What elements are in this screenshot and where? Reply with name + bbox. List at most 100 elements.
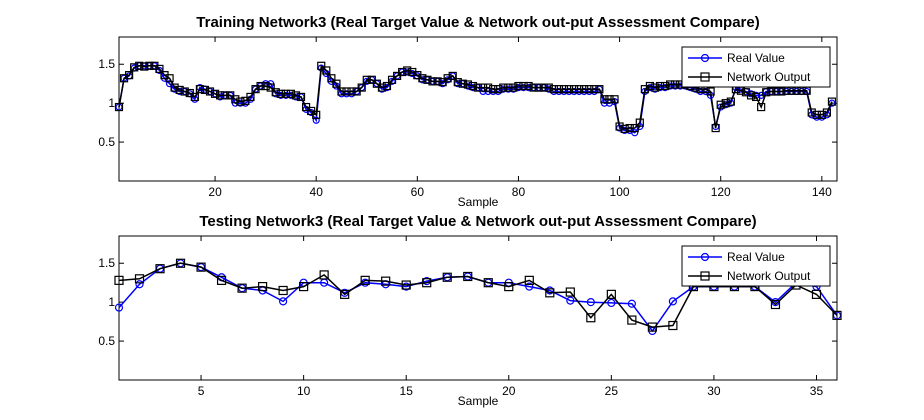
- data-point: [757, 102, 766, 112]
- data-point: [726, 97, 735, 106]
- y-tick-label: 1: [108, 96, 115, 110]
- data-point: [428, 77, 437, 86]
- data-point: [606, 289, 616, 299]
- data-point: [668, 297, 677, 306]
- data-point: [196, 262, 206, 272]
- chart-title: Testing Network3 (Real Target Value & Ne…: [199, 213, 756, 230]
- y-tick-label: 0.5: [98, 135, 115, 149]
- legend-label: Network Output: [727, 269, 811, 283]
- data-point: [529, 83, 538, 92]
- data-point: [114, 102, 124, 112]
- data-point: [463, 271, 473, 282]
- data-point: [195, 85, 205, 94]
- data-point: [216, 275, 227, 285]
- data-point: [777, 87, 786, 96]
- data-point: [140, 62, 149, 71]
- data-point: [381, 276, 391, 286]
- data-point: [114, 275, 124, 285]
- legend-marker: [700, 72, 710, 82]
- data-point: [812, 110, 821, 119]
- data-point: [544, 83, 553, 92]
- series-line: [118, 64, 833, 130]
- data-point: [125, 71, 134, 80]
- data-point: [433, 77, 442, 86]
- data-point: [360, 275, 370, 285]
- x-tick-label: 120: [711, 185, 731, 199]
- chart-panel-2: Testing Network3 (Real Target Value & Ne…: [98, 213, 842, 408]
- data-point: [337, 87, 346, 96]
- data-point: [509, 83, 518, 92]
- y-tick-label: 1.5: [98, 57, 115, 71]
- x-tick-label: 10: [297, 384, 311, 398]
- data-point: [605, 95, 614, 104]
- data-point: [827, 97, 837, 106]
- x-tick-label: 140: [812, 185, 832, 199]
- y-tick-label: 1: [108, 295, 115, 309]
- legend-marker: [700, 252, 710, 262]
- data-point: [647, 322, 657, 332]
- data-point: [401, 280, 411, 290]
- data-point: [312, 110, 321, 119]
- data-point: [279, 297, 288, 306]
- data-point: [145, 61, 154, 70]
- data-point: [278, 285, 288, 296]
- data-point: [630, 123, 639, 133]
- data-point: [175, 85, 184, 95]
- data-point: [607, 298, 616, 308]
- data-point: [322, 66, 331, 75]
- data-point: [256, 81, 265, 91]
- data-point: [347, 87, 356, 96]
- legend-label: Network Output: [727, 70, 811, 84]
- data-point: [286, 89, 296, 98]
- data-point: [276, 89, 285, 98]
- series-network-output: [114, 61, 837, 133]
- data-point: [170, 83, 179, 92]
- y-tick-label: 0.5: [98, 334, 115, 348]
- legend-marker: [700, 271, 710, 281]
- data-point: [205, 87, 215, 96]
- x-tick-label: 35: [810, 384, 824, 398]
- data-point: [811, 289, 822, 299]
- data-point: [595, 85, 604, 94]
- data-point: [468, 81, 478, 91]
- x-tick-label: 80: [512, 185, 526, 199]
- data-point: [362, 75, 371, 84]
- legend: Real Value Network Output: [681, 245, 831, 287]
- x-tick-label: 25: [605, 384, 619, 398]
- x-tick-label: 20: [208, 185, 222, 199]
- data-point: [660, 81, 670, 91]
- data-point: [463, 80, 472, 89]
- data-point: [442, 272, 452, 282]
- chart-title: Training Network3 (Real Target Value & N…: [196, 14, 759, 31]
- data-point: [627, 315, 637, 325]
- data-point: [494, 85, 503, 94]
- data-point: [559, 85, 569, 94]
- data-point: [299, 281, 309, 292]
- data-point: [130, 63, 139, 72]
- data-point: [716, 100, 725, 109]
- x-axis-label: Sample: [458, 394, 499, 408]
- data-point: [504, 83, 513, 92]
- data-point: [155, 64, 164, 74]
- data-point: [706, 87, 715, 96]
- data-point: [422, 278, 432, 288]
- data-point: [453, 78, 462, 87]
- data-point: [585, 85, 594, 94]
- data-point: [478, 83, 488, 92]
- x-tick-label: 20: [502, 384, 516, 398]
- data-point: [135, 280, 144, 289]
- data-point: [231, 95, 240, 104]
- data-point: [711, 123, 720, 133]
- data-point: [448, 71, 457, 81]
- legend-box: [681, 245, 831, 287]
- data-point: [377, 83, 387, 92]
- data-point: [261, 81, 270, 91]
- data-point: [564, 85, 574, 94]
- data-point: [327, 74, 336, 83]
- data-point: [237, 283, 247, 293]
- data-point: [134, 274, 145, 284]
- data-point: [423, 75, 432, 84]
- data-point: [534, 83, 543, 92]
- data-point: [504, 281, 514, 292]
